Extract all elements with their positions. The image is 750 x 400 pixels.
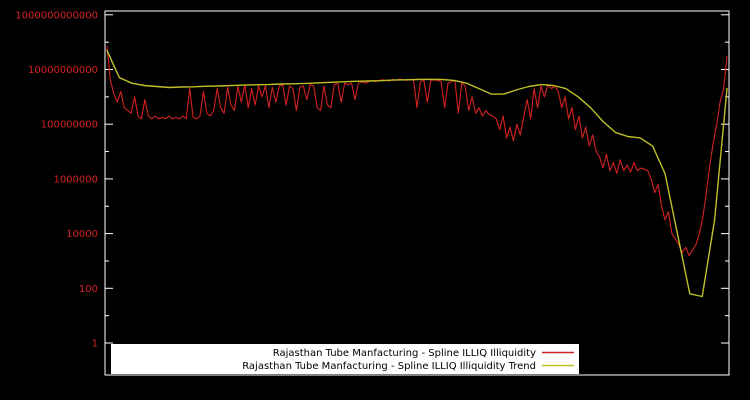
series-lines [106,45,728,298]
y-tick-label: 100 [79,284,98,295]
y-tick-label: 10000000000 [28,65,98,76]
y-axis-ticks: 1 100 10000 1000000 100000000 10000000000 1000… [15,10,729,350]
illiquidity-series-line [106,45,728,257]
legend-label-illiquidity: Rajasthan Tube Manfacturing - Spline ILL… [273,348,536,359]
y-tick-label: 10000 [66,229,98,240]
y-tick-label: 1000000 [53,174,98,185]
legend: Rajasthan Tube Manfacturing - Spline ILL… [111,344,579,374]
y-tick-label: 100000000 [41,120,98,131]
plot-border [104,10,730,376]
y-tick-label: 1000000000000 [15,10,98,21]
legend-label-trend: Rajasthan Tube Manfacturing - Spline ILL… [242,361,536,372]
legend-box [111,344,579,374]
illiquidity-trend-line [106,49,728,298]
y-tick-label: 1 [92,339,98,350]
